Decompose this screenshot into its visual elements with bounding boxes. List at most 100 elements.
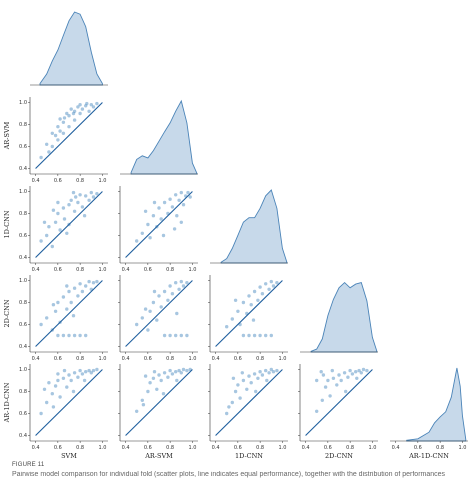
point-1d-cnn-vs-2d-cnn bbox=[225, 325, 229, 329]
point-1d-cnn-vs-2d-cnn bbox=[275, 281, 279, 285]
y-tick-label: 0.8 bbox=[19, 122, 27, 128]
equal-performance-line bbox=[35, 102, 103, 169]
x-tick-label: 0.8 bbox=[256, 356, 264, 362]
point-1d-cnn-vs-ar-1d-cnn bbox=[267, 371, 271, 375]
point-1d-cnn-vs-ar-1d-cnn bbox=[233, 389, 238, 394]
x-tick-label: 0.4 bbox=[122, 267, 130, 273]
point-svm-vs-ar-1d-cnn bbox=[71, 389, 76, 394]
point-ar-svm-vs-ar-1d-cnn bbox=[179, 371, 183, 375]
point-ar-svm-vs-ar-1d-cnn bbox=[143, 374, 148, 378]
point-ar-svm-vs-2d-cnn bbox=[179, 279, 183, 284]
point-svm-vs-ar-svm bbox=[47, 150, 51, 154]
point-1d-cnn-vs-ar-1d-cnn bbox=[258, 370, 262, 374]
y-axis-label: AR-1D-CNN bbox=[3, 382, 11, 423]
point-svm-vs-ar-svm bbox=[87, 109, 91, 114]
y-tick-label: 1.0 bbox=[19, 189, 27, 195]
y-tick-label: 0.6 bbox=[19, 233, 27, 239]
point-svm-vs-2d-cnn bbox=[39, 322, 43, 327]
point-ar-svm-vs-2d-cnn bbox=[185, 281, 189, 285]
x-tick-label: 0.8 bbox=[166, 445, 174, 451]
point-ar-svm-vs-1d-cnn bbox=[172, 227, 177, 231]
x-tick-label: 0.8 bbox=[346, 445, 354, 451]
point-svm-vs-ar-1d-cnn bbox=[95, 367, 99, 372]
point-1d-cnn-vs-ar-1d-cnn bbox=[249, 381, 253, 385]
x-tick-label: 0.8 bbox=[76, 445, 84, 451]
point-svm-vs-ar-svm bbox=[53, 133, 58, 138]
x-tick-label: 0.6 bbox=[414, 445, 422, 451]
x-tick-label: 1.0 bbox=[278, 356, 286, 362]
point-1d-cnn-vs-2d-cnn bbox=[252, 333, 257, 338]
point-svm-vs-ar-1d-cnn bbox=[56, 378, 60, 383]
point-2d-cnn-vs-ar-1d-cnn bbox=[361, 367, 366, 372]
point-svm-vs-1d-cnn bbox=[71, 190, 76, 195]
point-svm-vs-1d-cnn bbox=[87, 198, 91, 202]
point-svm-vs-1d-cnn bbox=[80, 205, 85, 209]
point-1d-cnn-vs-2d-cnn bbox=[269, 333, 273, 338]
point-svm-vs-1d-cnn bbox=[84, 194, 88, 198]
point-1d-cnn-vs-ar-1d-cnn bbox=[264, 368, 268, 373]
point-ar-svm-vs-2d-cnn bbox=[143, 307, 148, 311]
y-axis-label: AR-SVM bbox=[3, 121, 11, 150]
point-2d-cnn-vs-ar-1d-cnn bbox=[330, 368, 334, 373]
point-svm-vs-2d-cnn bbox=[71, 314, 76, 318]
point-svm-vs-1d-cnn bbox=[91, 195, 96, 199]
point-ar-svm-vs-1d-cnn bbox=[186, 190, 190, 195]
point-2d-cnn-vs-ar-1d-cnn bbox=[315, 378, 319, 383]
y-axis-label: 2D-CNN bbox=[3, 299, 11, 327]
point-1d-cnn-vs-ar-1d-cnn bbox=[230, 400, 234, 405]
point-ar-svm-vs-2d-cnn bbox=[162, 289, 167, 294]
point-1d-cnn-vs-2d-cnn bbox=[267, 287, 271, 291]
x-tick-label: 0.6 bbox=[144, 267, 152, 273]
equal-performance-line bbox=[125, 280, 193, 347]
point-svm-vs-2d-cnn bbox=[65, 307, 69, 311]
point-svm-vs-ar-1d-cnn bbox=[45, 400, 49, 405]
point-svm-vs-1d-cnn bbox=[50, 244, 54, 249]
point-svm-vs-ar-svm bbox=[56, 138, 60, 142]
point-svm-vs-2d-cnn bbox=[78, 333, 82, 338]
point-ar-svm-vs-ar-1d-cnn bbox=[159, 378, 163, 383]
point-1d-cnn-vs-2d-cnn bbox=[256, 298, 260, 302]
point-ar-svm-vs-ar-1d-cnn bbox=[146, 389, 150, 394]
point-svm-vs-ar-svm bbox=[50, 131, 54, 135]
point-1d-cnn-vs-ar-1d-cnn bbox=[275, 368, 279, 373]
point-ar-svm-vs-2d-cnn bbox=[148, 309, 152, 313]
y-tick-label: 0.6 bbox=[19, 322, 27, 328]
point-1d-cnn-vs-2d-cnn bbox=[236, 309, 240, 313]
point-svm-vs-2d-cnn bbox=[95, 279, 99, 284]
point-1d-cnn-vs-ar-1d-cnn bbox=[256, 376, 260, 380]
x-tick-label: 0.8 bbox=[166, 356, 174, 362]
x-axis-label: 2D-CNN bbox=[325, 452, 353, 460]
point-1d-cnn-vs-ar-1d-cnn bbox=[236, 383, 240, 387]
point-svm-vs-1d-cnn bbox=[72, 209, 77, 213]
x-tick-label: 1.0 bbox=[98, 267, 106, 273]
x-tick-label: 1.0 bbox=[368, 445, 376, 451]
point-ar-svm-vs-ar-1d-cnn bbox=[162, 371, 167, 375]
point-ar-svm-vs-ar-1d-cnn bbox=[141, 403, 146, 407]
x-tick-label: 1.0 bbox=[278, 445, 286, 451]
point-1d-cnn-vs-ar-1d-cnn bbox=[225, 411, 229, 416]
point-ar-svm-vs-1d-cnn bbox=[179, 220, 183, 224]
x-tick-label: 0.6 bbox=[144, 445, 152, 451]
point-ar-svm-vs-2d-cnn bbox=[140, 316, 144, 320]
point-svm-vs-2d-cnn bbox=[78, 282, 82, 286]
x-tick-label: 0.6 bbox=[144, 356, 152, 362]
kde-ar-svm bbox=[130, 99, 198, 175]
equal-performance-line bbox=[215, 369, 283, 436]
point-ar-svm-vs-2d-cnn bbox=[177, 287, 181, 291]
point-2d-cnn-vs-ar-1d-cnn bbox=[339, 378, 343, 383]
point-svm-vs-1d-cnn bbox=[53, 220, 58, 224]
point-1d-cnn-vs-2d-cnn bbox=[249, 303, 253, 307]
point-svm-vs-ar-svm bbox=[80, 107, 85, 111]
point-svm-vs-2d-cnn bbox=[51, 303, 56, 307]
point-svm-vs-ar-svm bbox=[39, 155, 43, 160]
x-tick-label: 0.8 bbox=[256, 445, 264, 451]
x-tick-label: 0.4 bbox=[122, 356, 130, 362]
point-ar-svm-vs-1d-cnn bbox=[162, 200, 167, 205]
point-svm-vs-1d-cnn bbox=[56, 200, 60, 205]
point-1d-cnn-vs-ar-1d-cnn bbox=[245, 387, 249, 391]
point-1d-cnn-vs-2d-cnn bbox=[264, 333, 268, 338]
point-svm-vs-ar-1d-cnn bbox=[76, 375, 80, 379]
x-tick-label: 1.0 bbox=[98, 445, 106, 451]
point-2d-cnn-vs-ar-1d-cnn bbox=[354, 370, 358, 374]
point-svm-vs-ar-svm bbox=[67, 114, 71, 118]
